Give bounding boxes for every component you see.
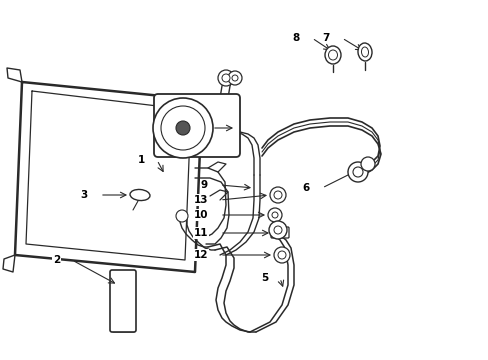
Text: 1: 1 — [138, 155, 145, 165]
Ellipse shape — [357, 43, 371, 61]
Circle shape — [278, 251, 285, 259]
Circle shape — [268, 221, 286, 239]
Circle shape — [176, 210, 187, 222]
FancyBboxPatch shape — [110, 270, 136, 332]
Text: 7: 7 — [322, 33, 329, 43]
Circle shape — [360, 157, 374, 171]
Circle shape — [269, 187, 285, 203]
Text: 9: 9 — [201, 180, 207, 190]
Circle shape — [218, 70, 234, 86]
Circle shape — [347, 162, 367, 182]
Circle shape — [352, 167, 362, 177]
Circle shape — [161, 106, 204, 150]
Ellipse shape — [130, 189, 150, 201]
Text: 12: 12 — [193, 250, 207, 260]
Text: 8: 8 — [292, 33, 299, 43]
Circle shape — [176, 121, 190, 135]
Circle shape — [222, 74, 229, 82]
Text: 13: 13 — [193, 195, 207, 205]
Circle shape — [273, 191, 282, 199]
Text: 11: 11 — [193, 228, 207, 238]
Circle shape — [273, 226, 282, 234]
Text: 5: 5 — [260, 273, 267, 283]
Ellipse shape — [328, 50, 337, 60]
FancyBboxPatch shape — [270, 227, 288, 238]
Circle shape — [267, 208, 282, 222]
Circle shape — [153, 98, 213, 158]
Text: 3: 3 — [81, 190, 88, 200]
Circle shape — [273, 247, 289, 263]
Ellipse shape — [361, 47, 368, 57]
Text: 2: 2 — [53, 255, 60, 265]
Ellipse shape — [325, 46, 340, 64]
Circle shape — [227, 71, 242, 85]
Text: 10: 10 — [193, 210, 207, 220]
Circle shape — [231, 75, 238, 81]
Text: 6: 6 — [302, 183, 309, 193]
FancyBboxPatch shape — [154, 94, 240, 157]
Text: 4: 4 — [192, 123, 200, 133]
Circle shape — [271, 212, 278, 218]
